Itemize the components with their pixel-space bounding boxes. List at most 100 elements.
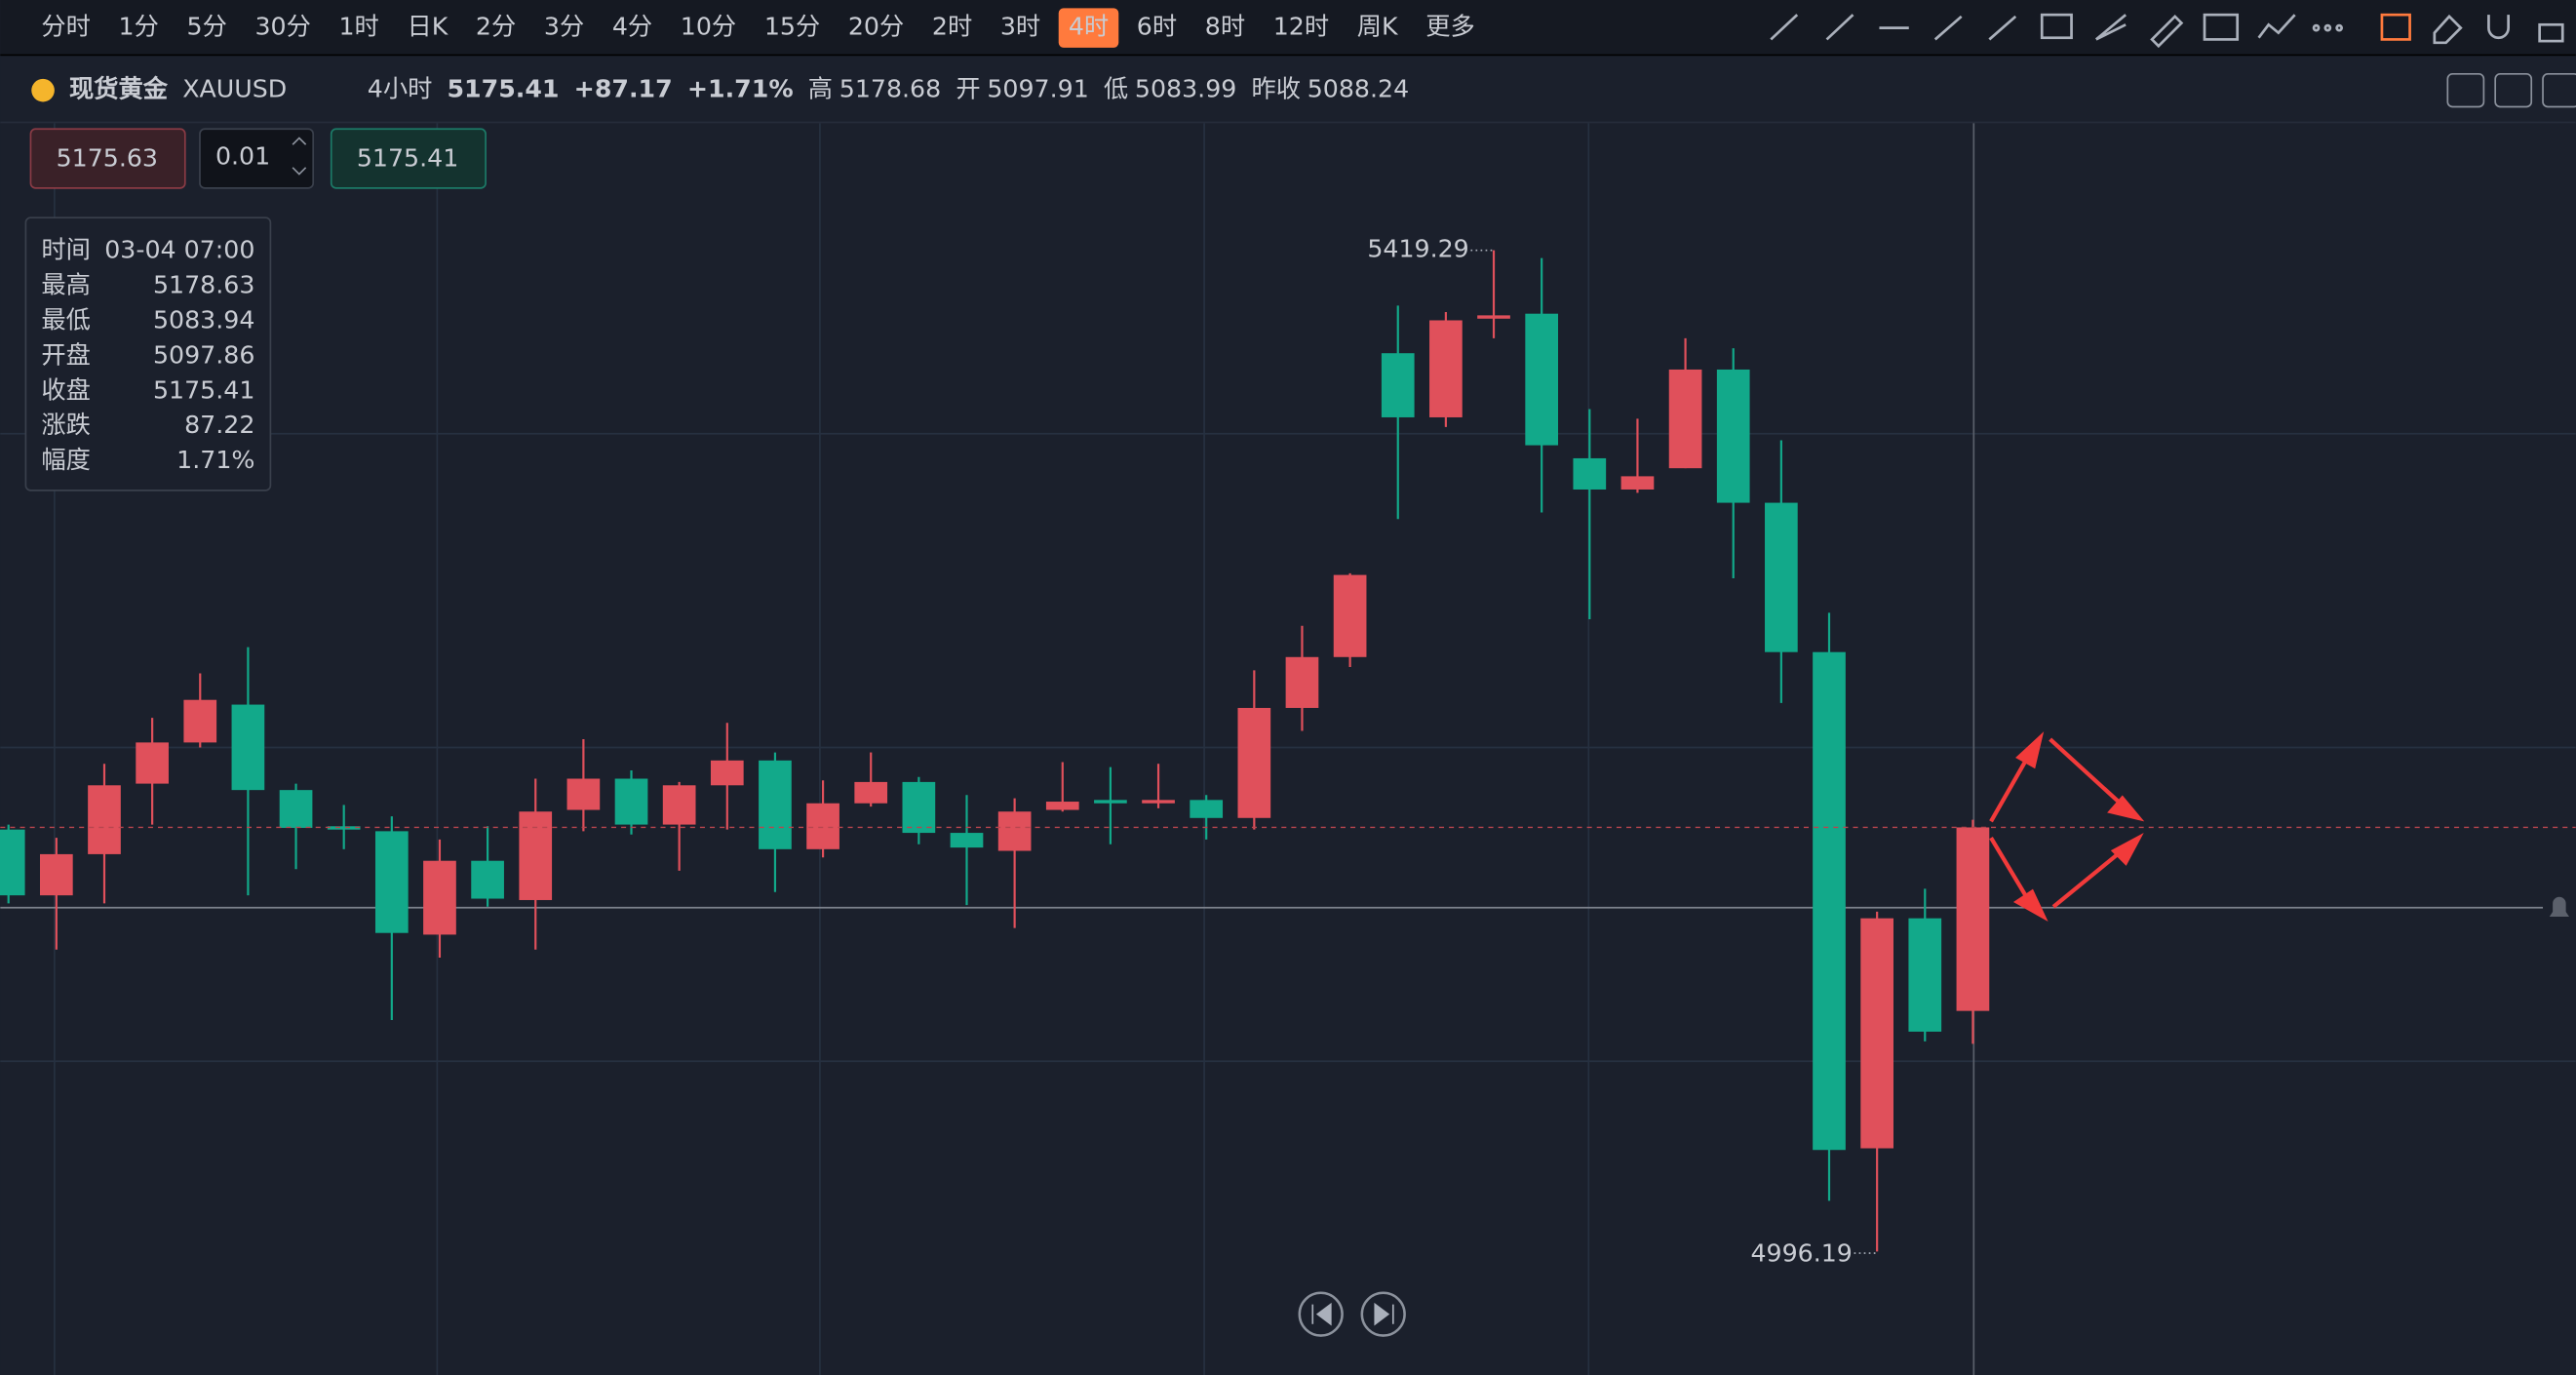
timeframe[interactable]: 10分 <box>681 13 736 41</box>
timeframe[interactable]: 4时 <box>1069 13 1109 41</box>
timeframe[interactable]: 2分 <box>476 13 516 41</box>
candle-body <box>327 826 361 830</box>
tooltip-label: 开盘 <box>41 340 91 369</box>
candle-body <box>519 811 553 900</box>
header-price: 5175.41 <box>447 75 559 103</box>
tooltip-label: 收盘 <box>41 375 91 404</box>
tooltip-value: 87.22 <box>184 411 254 439</box>
candle-body <box>710 760 744 786</box>
candle-body <box>1429 320 1463 417</box>
candle-body <box>0 829 25 896</box>
candle-body <box>1045 802 1079 810</box>
timeframe[interactable]: 6时 <box>1137 13 1177 41</box>
draw-tools[interactable] <box>1770 13 2564 49</box>
candle-body <box>950 833 984 848</box>
timeframe[interactable]: 1时 <box>338 13 378 41</box>
candle-body <box>1190 800 1224 818</box>
header-period: 4小时 <box>368 75 433 103</box>
tooltip-label: 幅度 <box>41 446 91 474</box>
timeframe[interactable]: 8时 <box>1205 13 1245 41</box>
candles: 5419.29 4996.19 <box>0 235 2576 1268</box>
arrows <box>1989 731 2145 923</box>
candle-body <box>1573 457 1607 490</box>
gold-icon <box>31 78 55 102</box>
qty-input[interactable] <box>199 128 315 189</box>
tooltip-label: 涨跌 <box>41 411 91 439</box>
candle-body <box>374 831 409 933</box>
timeframe[interactable]: 12时 <box>1273 13 1329 41</box>
sell-price[interactable]: 5175.63 <box>57 143 158 172</box>
toolbar-bg <box>0 0 2576 55</box>
timeframe[interactable]: 4分 <box>612 13 652 41</box>
candle-body <box>662 785 696 825</box>
tooltip-label: 最高 <box>41 271 91 299</box>
timeframe[interactable]: 3时 <box>1000 13 1040 41</box>
buy-button[interactable] <box>330 128 487 189</box>
tooltip-value: 5083.94 <box>153 306 254 334</box>
candle-body <box>1477 315 1510 319</box>
sell-button[interactable] <box>29 128 186 189</box>
candle-body <box>806 803 839 849</box>
qty[interactable]: 0.01 <box>215 142 270 171</box>
timeframe[interactable]: 1分 <box>119 13 159 41</box>
timeframes[interactable]: 分时 1分 5分 30分 1时 日K 2分 3分 4分 10分 15分 20分 2时 3时 4时 6时 8时 12… <box>41 8 1475 48</box>
header-change-pct: +1.71% <box>687 75 794 103</box>
candle-body <box>1620 476 1655 490</box>
timeframe[interactable]: 更多 <box>1425 13 1475 41</box>
max-label: 5419.29 <box>1367 235 1468 263</box>
candle-body <box>854 781 888 804</box>
header-symbol: XAUUSD <box>182 75 287 103</box>
candle-body <box>1381 353 1415 417</box>
header-change: +87.17 <box>574 75 673 103</box>
timeframe[interactable]: 周K <box>1357 13 1399 41</box>
candle-body <box>39 853 73 896</box>
header-open: 5097.91 <box>987 75 1088 103</box>
header-name: 现货黄金 <box>69 75 169 103</box>
header-tools[interactable] <box>2446 72 2576 108</box>
candle-body <box>1668 369 1702 469</box>
candle-body <box>1765 502 1798 652</box>
header-high-label: 高 <box>808 75 833 103</box>
timeframe-active <box>1058 8 1119 48</box>
candle-body <box>1860 918 1893 1149</box>
timeframe[interactable]: 20分 <box>848 13 904 41</box>
timeframe[interactable]: 2时 <box>932 13 972 41</box>
timeframe[interactable]: 日K <box>407 13 449 41</box>
tooltip-label: 最低 <box>41 306 91 334</box>
alert-bell[interactable] <box>2549 896 2569 917</box>
min-label: 4996.19 <box>1750 1239 1852 1268</box>
candle-body <box>614 778 648 825</box>
header-prev-label: 昨收 <box>1252 75 1302 103</box>
candle-body <box>1525 313 1559 446</box>
tooltip-value: 5175.41 <box>153 375 254 404</box>
timeframe[interactable]: 30分 <box>254 13 310 41</box>
candle-body <box>1142 800 1175 804</box>
candle-body <box>279 790 313 828</box>
tooltip-box <box>24 216 272 491</box>
candle-body <box>471 860 504 899</box>
candle-body <box>1285 656 1319 708</box>
timeframe[interactable]: 分时 <box>41 13 91 41</box>
candle-body <box>1094 800 1127 804</box>
header-low-label: 低 <box>1104 75 1128 103</box>
timeframe[interactable]: 15分 <box>764 13 820 41</box>
tooltip: 时间 03-04 07:00 最高 5178.63 最低 5083.94 开盘 5097.86… <box>41 236 254 474</box>
candle-body <box>231 704 265 791</box>
replay-buttons[interactable] <box>1298 1291 1406 1337</box>
header-prev: 5088.24 <box>1308 75 1409 103</box>
header-low: 5083.99 <box>1135 75 1236 103</box>
candle-body <box>1813 651 1846 1151</box>
candle-body <box>902 781 936 834</box>
candle-body <box>1956 827 1990 1011</box>
candle-body <box>1333 574 1367 657</box>
buy-price[interactable]: 5175.41 <box>357 143 458 172</box>
candle-body <box>136 742 169 784</box>
timeframe[interactable]: 5分 <box>187 13 227 41</box>
candle-body <box>1908 918 1942 1032</box>
candle-body <box>423 860 456 935</box>
timeframe[interactable]: 3分 <box>544 13 584 41</box>
header: 现货黄金 XAUUSD 4小时 5175.41 +87.17 +1.71% 高 5178.68… <box>69 75 1409 103</box>
qty-spinner[interactable] <box>292 137 307 176</box>
tooltip-value: 1.71% <box>176 446 254 474</box>
